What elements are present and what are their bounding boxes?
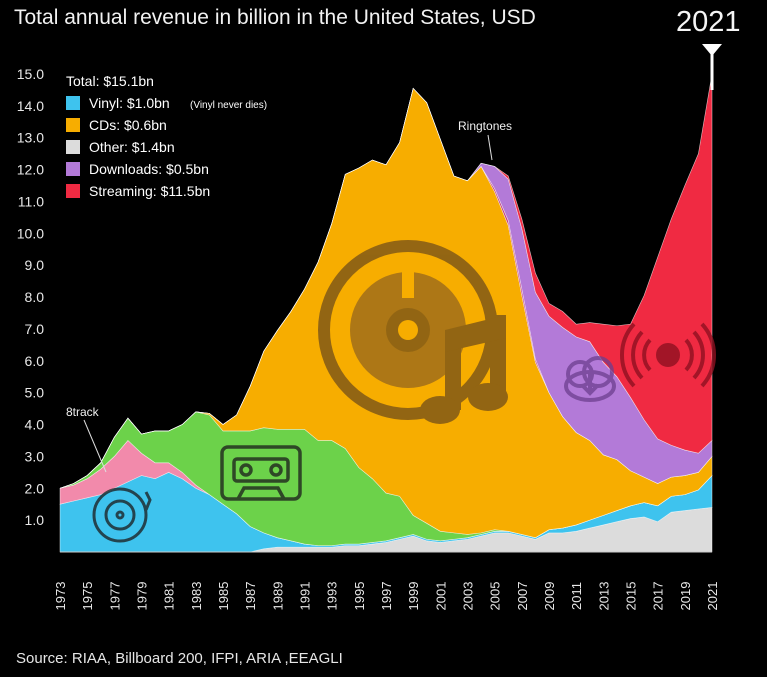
x-tick-label: 2017 (651, 582, 666, 611)
x-tick-label: 1989 (270, 582, 285, 611)
legend-label-downloads: Downloads: $0.5bn (89, 161, 209, 177)
annotation-ringtones: Ringtones (458, 119, 512, 133)
y-tick-label: 2.0 (25, 480, 45, 496)
y-tick-label: 1.0 (25, 512, 45, 528)
legend-label-streaming: Streaming: $11.5bn (89, 183, 210, 199)
legend-note-vinyl: (Vinyl never dies) (190, 100, 267, 111)
legend-swatch-vinyl (66, 96, 80, 110)
x-tick-label: 2015 (624, 582, 639, 611)
y-tick-label: 6.0 (25, 353, 45, 369)
x-tick-label: 1985 (216, 582, 231, 611)
x-tick-label: 1977 (107, 582, 122, 611)
x-tick-label: 2007 (515, 582, 530, 611)
y-tick-label: 9.0 (25, 257, 45, 273)
y-tick-label: 10.0 (17, 225, 44, 241)
x-tick-label: 2011 (569, 582, 584, 610)
legend-swatch-cds (66, 118, 80, 132)
x-tick-label: 1981 (162, 582, 177, 611)
y-tick-label: 7.0 (25, 321, 45, 337)
y-tick-label: 12.0 (17, 162, 44, 178)
annotation-8track-leader (83, 419, 107, 473)
y-tick-label: 13.0 (17, 130, 44, 146)
year-badge: 2021 (676, 6, 741, 38)
x-tick-label: 1975 (80, 582, 95, 611)
x-axis: 1973 1975 1977 1979 1981 1983 1985 1987 1989 1991… (53, 551, 720, 611)
x-tick-label: 1979 (135, 582, 150, 611)
vinyl-record-icon (92, 487, 152, 543)
y-tick-label: 8.0 (25, 289, 45, 305)
y-axis: 1.0 2.0 3.0 4.0 5.0 6.0 7.0 8.0 9.0 10.0 11.0 12.0 1… (17, 66, 44, 528)
x-tick-label: 2005 (488, 582, 503, 611)
legend-label-other: Other: $1.4bn (89, 139, 175, 155)
annotation-ringtones-leader (487, 134, 493, 161)
x-tick-label: 2013 (596, 582, 611, 611)
y-tick-label: 3.0 (25, 448, 45, 464)
legend: Total: $15.1bn Vinyl: $1.0bn (Vinyl neve… (66, 73, 267, 199)
y-tick-label: 5.0 (25, 385, 45, 401)
x-tick-label: 1983 (189, 582, 204, 611)
x-tick-label: 2003 (461, 582, 476, 611)
x-tick-label: 2009 (542, 582, 557, 611)
cloud-download-icon (564, 356, 616, 402)
legend-label-cds: CDs: $0.6bn (89, 117, 167, 133)
source-note: Source: RIAA, Billboard 200, IFPI, ARIA … (16, 650, 343, 667)
x-tick-label: 1993 (325, 582, 340, 611)
cd-music-note-icon (318, 240, 508, 424)
y-tick-label: 15.0 (17, 66, 44, 82)
x-tick-label: 1999 (406, 582, 421, 611)
x-tick-label: 2001 (433, 582, 448, 611)
x-tick-label: 1991 (298, 582, 313, 611)
legend-swatch-other (66, 140, 80, 154)
x-tick-label: 1995 (352, 582, 367, 611)
y-tick-label: 14.0 (17, 98, 44, 114)
chart-title: Total annual revenue in billion in the U… (14, 6, 536, 29)
area-series-streaming (59, 73, 713, 489)
year-marker-triangle (702, 44, 722, 56)
annotation-8track: 8track (66, 405, 100, 419)
x-tick-label: 2021 (705, 582, 720, 611)
legend-swatch-downloads (66, 162, 80, 176)
legend-label-vinyl: Vinyl: $1.0bn (89, 95, 170, 111)
x-tick-label: 1973 (53, 582, 68, 611)
legend-swatch-streaming (66, 184, 80, 198)
y-tick-label: 11.0 (18, 193, 44, 209)
broadcast-icon (620, 322, 716, 388)
x-tick-label: 1987 (243, 582, 258, 611)
cassette-icon (220, 445, 302, 501)
legend-total: Total: $15.1bn (66, 73, 154, 89)
x-tick-label: 2019 (678, 582, 693, 611)
y-tick-label: 4.0 (25, 417, 45, 433)
x-tick-label: 1997 (379, 582, 394, 611)
